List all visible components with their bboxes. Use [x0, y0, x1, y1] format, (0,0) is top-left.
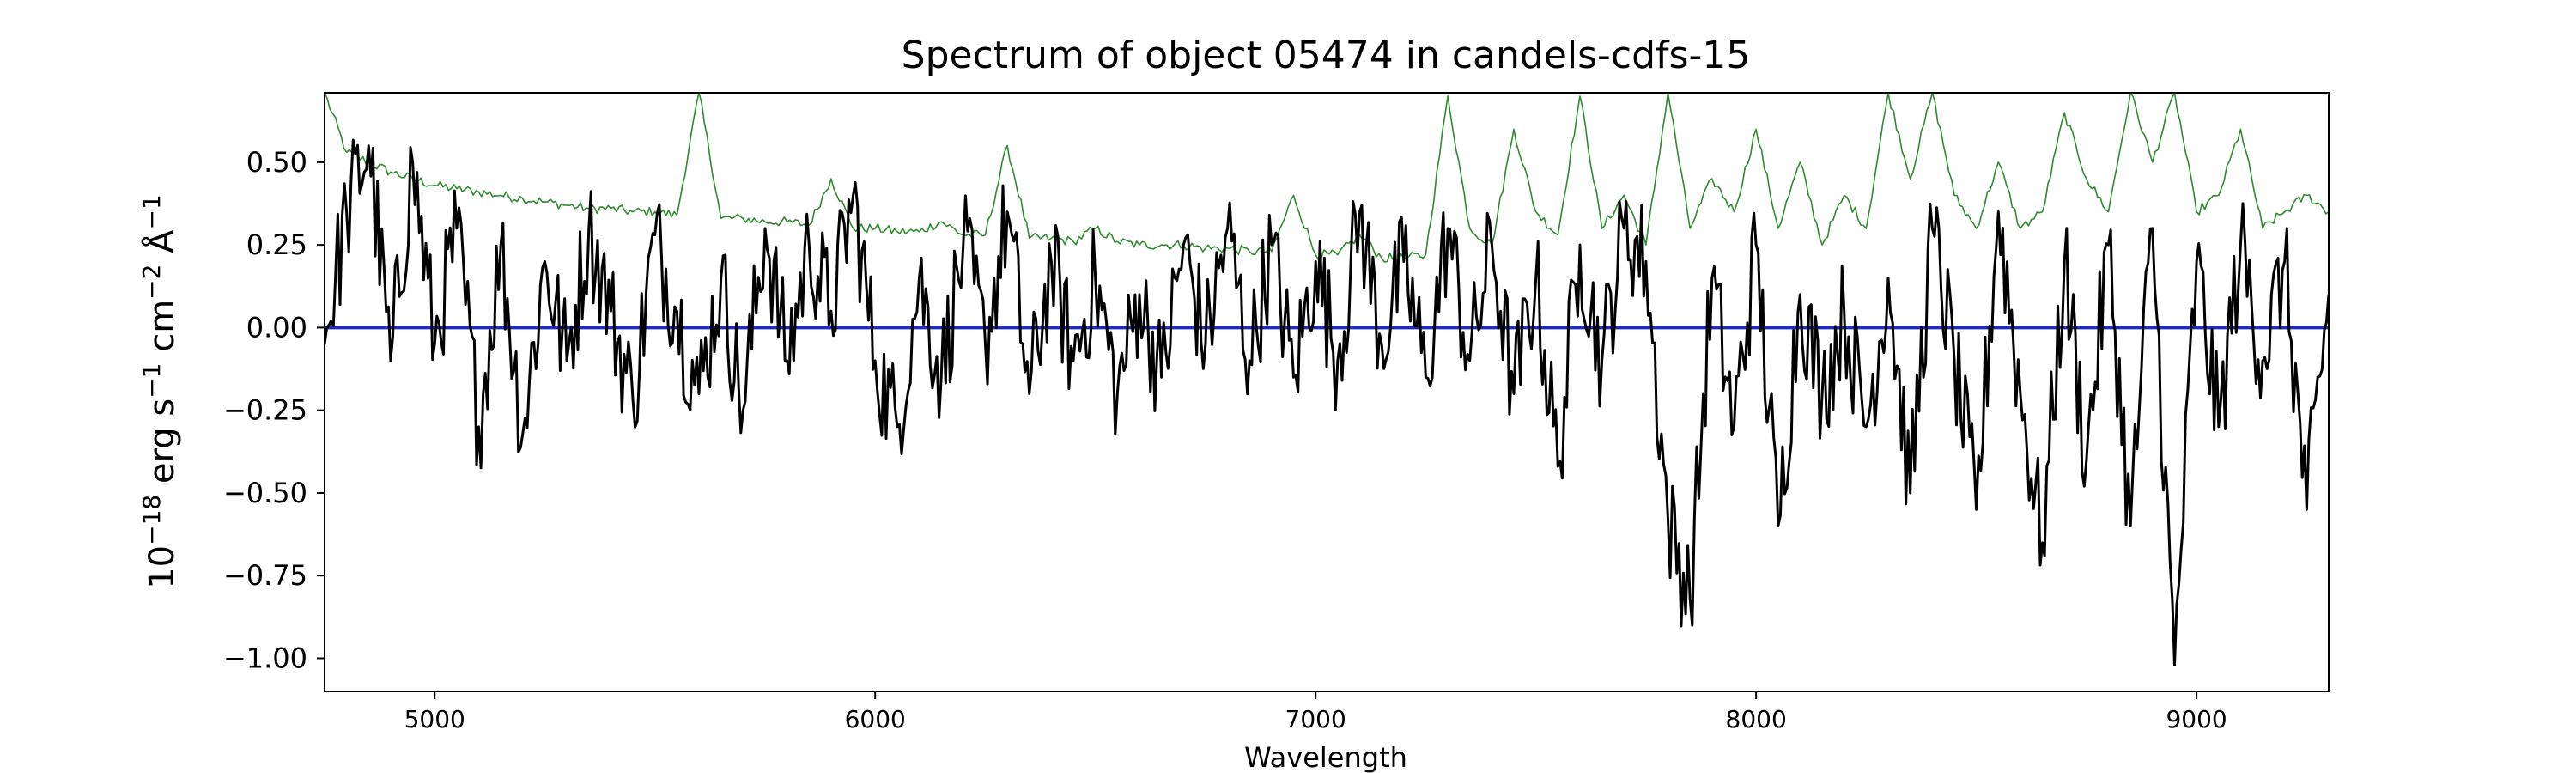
y-label-ang-exp: −1 — [137, 194, 166, 229]
y-tick-label: −0.75 — [223, 559, 307, 592]
x-tick-label: 9000 — [2166, 705, 2227, 733]
x-tick-label: 7000 — [1285, 705, 1346, 733]
y-label-unit-cm: cm — [143, 300, 182, 363]
x-axis: 5000 6000 7000 8000 9000 — [404, 691, 2227, 733]
y-label-exp: −18 — [137, 495, 166, 545]
series-error-line — [325, 93, 2329, 264]
y-label-base: 10 — [143, 545, 182, 589]
series-flux-line — [325, 138, 2329, 666]
y-tick-label: 0.25 — [246, 228, 307, 261]
y-label-cm-exp: −2 — [137, 265, 166, 300]
series-layer — [325, 93, 2329, 666]
plot-frame — [324, 92, 2330, 692]
y-tick-label: 0.00 — [246, 311, 307, 344]
x-tick-label: 8000 — [1726, 705, 1787, 733]
x-tick-label: 5000 — [404, 705, 465, 733]
y-tick-label: −0.25 — [223, 394, 307, 427]
x-tick-label: 6000 — [845, 705, 906, 733]
y-axis: 0.50 0.25 0.00 −0.25 −0.50 −0.75 −1.00 — [223, 146, 325, 674]
y-axis-label: 10−18 erg s−1 cm−2 Å−1 — [137, 194, 182, 589]
y-tick-label: 0.50 — [246, 146, 307, 179]
plot-area — [324, 92, 2330, 692]
y-label-unit-erg: erg s — [143, 399, 182, 495]
y-tick-label: −0.50 — [223, 477, 307, 509]
x-axis-label: Wavelength — [1244, 741, 1407, 773]
chart-title: Spectrum of object 05474 in candels-cdfs… — [902, 33, 1751, 77]
y-label-unit-angstrom: Å — [141, 229, 182, 265]
y-label-s-exp: −1 — [137, 363, 166, 399]
y-tick-label: −1.00 — [223, 642, 307, 674]
